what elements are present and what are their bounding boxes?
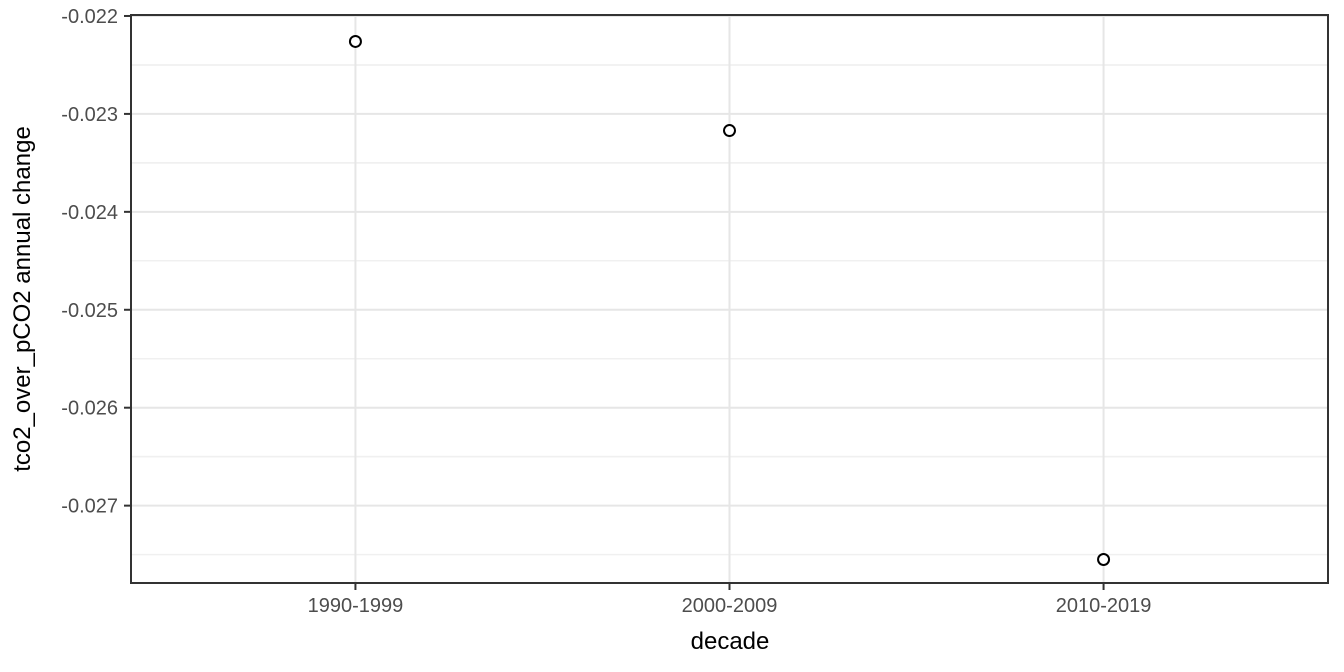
y-axis-tick-label: -0.025 <box>61 300 118 322</box>
y-axis-tick-label: -0.022 <box>61 6 118 28</box>
y-axis-tick-label: -0.023 <box>61 104 118 126</box>
y-axis-tick-label: -0.024 <box>61 202 118 224</box>
x-axis-tick-label: 2000-2009 <box>682 595 778 617</box>
data-point <box>348 34 362 48</box>
x-axis-tick-label: 2010-2019 <box>1056 595 1152 617</box>
y-axis-tick-label: -0.026 <box>61 398 118 420</box>
y-axis-tick-label: -0.027 <box>61 496 118 518</box>
data-point <box>723 124 736 138</box>
data-point <box>1097 552 1111 566</box>
panel-border <box>130 14 1329 584</box>
x-axis-title: decade <box>690 628 770 655</box>
x-axis-tick-label: 1990-1999 <box>308 595 404 617</box>
y-axis-title: tco2_over_pCO2 annual change <box>9 126 36 472</box>
